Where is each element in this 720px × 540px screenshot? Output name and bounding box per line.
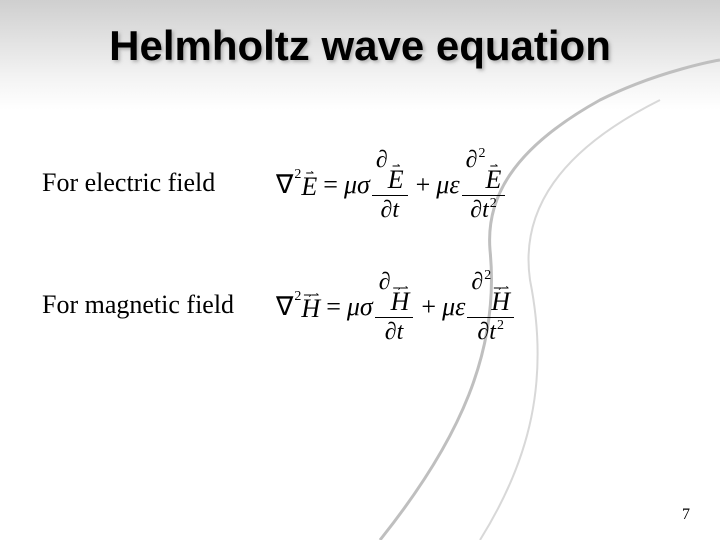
slide-title: Helmholtz wave equation [0,22,720,70]
nabla-symbol: ∇ [276,170,293,200]
vector-E: ⇀ E [301,170,317,200]
vector-arrow-icon: ⇀ [306,172,313,176]
sigma-symbol: σ [357,170,370,200]
fraction-dHdt: ∂ ⇁⇀ H ∂t [375,270,414,344]
vector-H: ⇁⇀ H [301,292,320,322]
fraction-d2Hdt2: ∂2 ⇁⇀ H ∂t2 [467,270,514,344]
slide-number: 7 [682,506,690,524]
vector-arrow-icon: ⇁⇀ [303,294,318,298]
fraction-d2Edt2: ∂2 ⇀ E ∂t2 [462,148,506,222]
fraction-dEdt: ∂ ⇀ E ∂t [372,148,408,222]
equation-electric: ∇2 ⇀ E = μσ ∂ ⇀ E ∂t + με ∂2 [276,148,507,222]
plus-sign: + [416,170,431,200]
equals-sign: = [323,170,338,200]
epsilon-symbol: ε [449,170,459,200]
mu-symbol: μ [344,170,357,200]
label-electric-field: For electric field [42,168,215,198]
label-magnetic-field: For magnetic field [42,290,234,320]
equation-magnetic: ∇2 ⇁⇀ H = μσ ∂ ⇁⇀ H ∂t + με ∂2 [276,270,516,344]
